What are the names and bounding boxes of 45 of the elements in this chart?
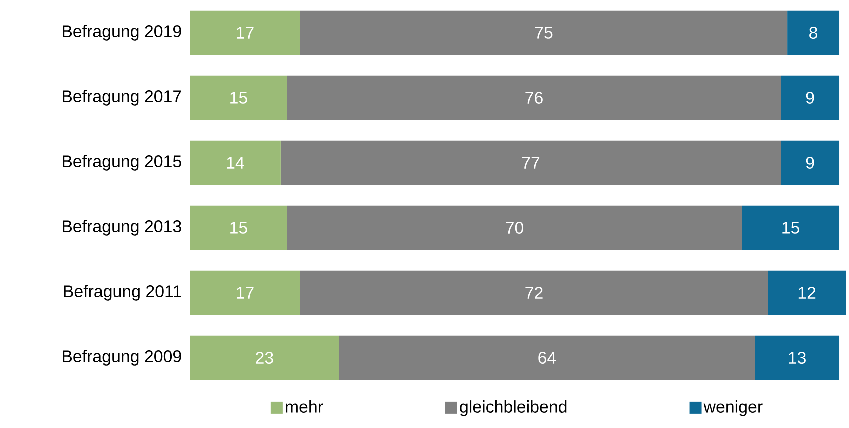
- legend-label: mehr: [286, 400, 324, 413]
- bar: [755, 336, 840, 380]
- data-label: 13: [789, 352, 806, 364]
- bar: [190, 206, 288, 250]
- bar: [190, 76, 288, 120]
- data-label: 17: [237, 27, 254, 39]
- bar: [300, 270, 768, 316]
- bar: [190, 336, 340, 380]
- data-label: 70: [506, 222, 524, 234]
- bar: [300, 10, 788, 56]
- data-label: 9: [806, 157, 814, 169]
- data-label: 8: [810, 27, 818, 39]
- data-label: 15: [782, 222, 800, 234]
- bar: [190, 140, 281, 186]
- bar: [742, 206, 840, 250]
- data-label: 75: [535, 27, 553, 39]
- data-label: 23: [256, 352, 274, 364]
- y-tick-label: Befragung 2017: [63, 90, 182, 106]
- data-label: 12: [798, 287, 816, 299]
- bar: [339, 336, 756, 380]
- data-label: 64: [538, 352, 556, 364]
- bar: [781, 140, 840, 186]
- y-tick-label: Befragung 2013: [63, 220, 182, 236]
- data-label: 76: [526, 92, 543, 104]
- data-label: 72: [526, 287, 543, 299]
- bar: [781, 76, 840, 120]
- data-label: 9: [806, 92, 814, 104]
- data-label: 17: [237, 287, 254, 299]
- y-tick-label: Befragung 2015: [63, 155, 182, 171]
- bar: [287, 206, 742, 250]
- y-tick-label: Befragung 2019: [63, 25, 182, 41]
- bar: [190, 10, 300, 56]
- bar: [788, 10, 840, 56]
- legend-label: gleichbleibend: [460, 400, 567, 416]
- legend-label: weniger: [704, 400, 763, 416]
- bar: [287, 76, 782, 120]
- data-label: 15: [230, 222, 248, 234]
- data-label: 77: [522, 157, 540, 169]
- data-label: 14: [227, 157, 244, 169]
- bar: [190, 270, 300, 316]
- bar: [280, 140, 782, 186]
- y-tick-label: Befragung 2009: [63, 350, 182, 366]
- bar: [768, 270, 846, 316]
- y-tick-label: Befragung 2011: [64, 285, 182, 301]
- data-label: 15: [230, 92, 248, 104]
